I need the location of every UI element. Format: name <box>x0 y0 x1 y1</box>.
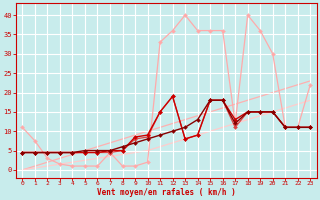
X-axis label: Vent moyen/en rafales ( km/h ): Vent moyen/en rafales ( km/h ) <box>97 188 236 197</box>
